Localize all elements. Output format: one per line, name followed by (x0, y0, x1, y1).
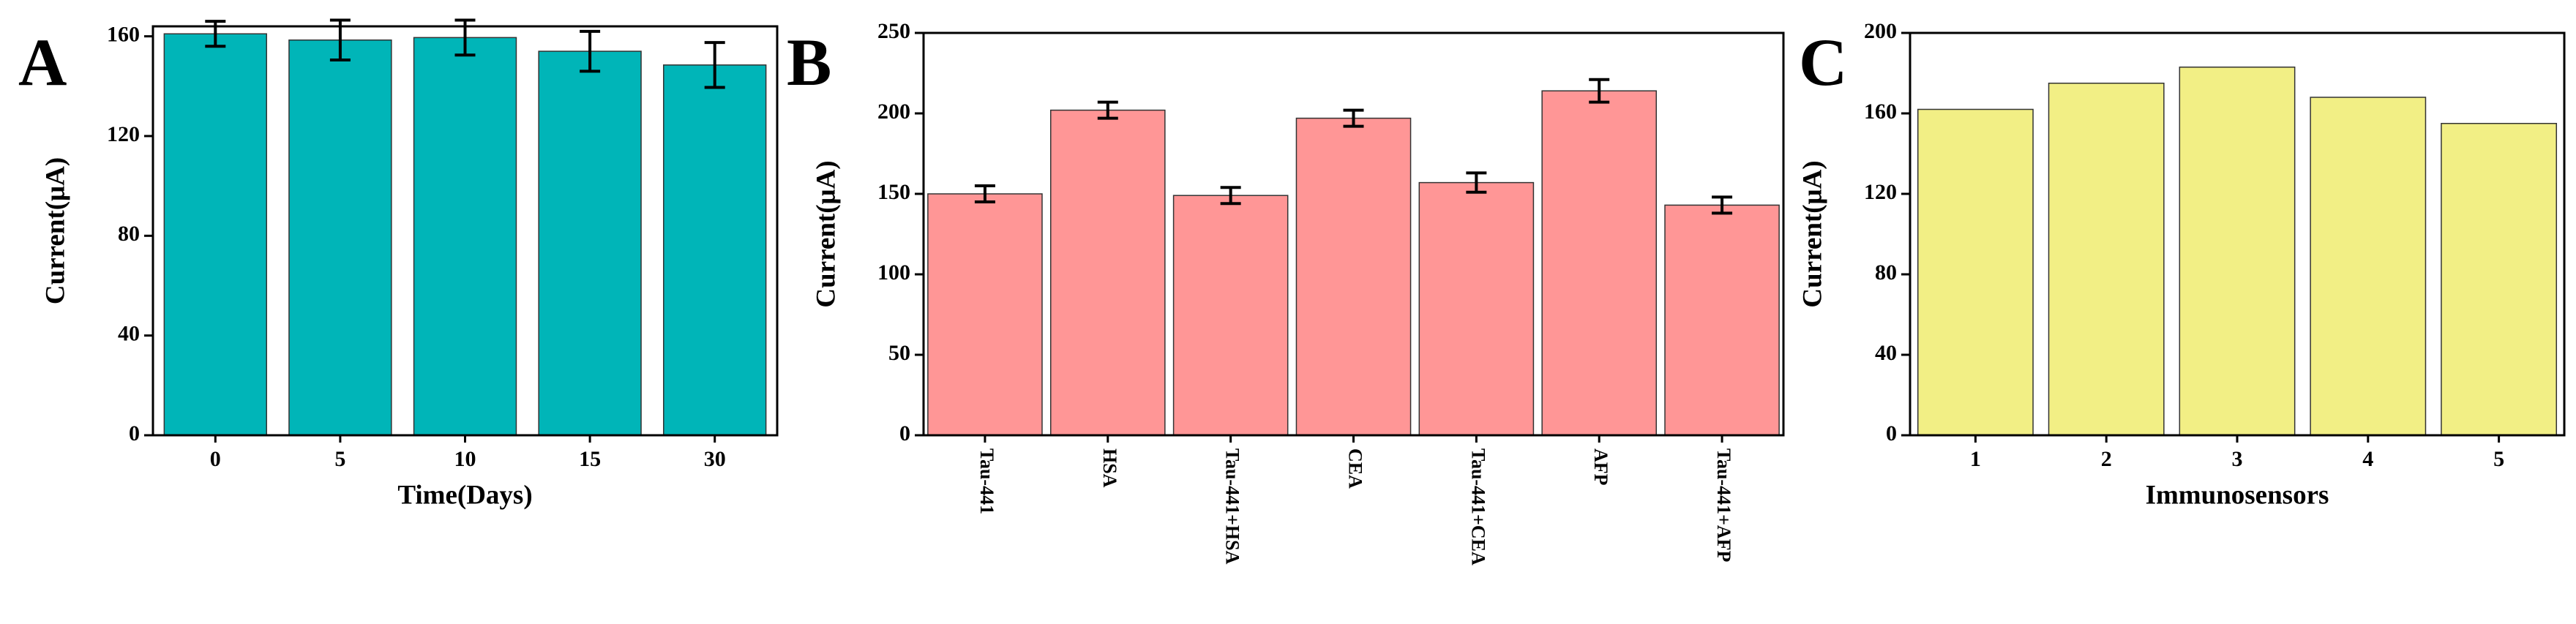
x-tick-label: 0 (210, 447, 221, 471)
bar (1049, 109, 1166, 436)
x-tick-label: 5 (2493, 447, 2504, 471)
y-tick-label: 80 (1875, 260, 1897, 285)
x-tick-label: Tau-441+HSA (1222, 448, 1243, 565)
error-bar (974, 184, 995, 203)
y-axis-title: Current(μA) (1797, 160, 1827, 307)
error-bar (580, 29, 601, 73)
plot-frame (1909, 31, 2566, 437)
x-axis-title: Time(Days) (397, 480, 532, 510)
x-tick-label: 4 (2362, 447, 2373, 471)
x-tick-label: AFP (1590, 448, 1611, 486)
bar (413, 37, 517, 436)
bar (163, 33, 267, 436)
bar (1172, 195, 1289, 436)
plot-frame (151, 25, 779, 437)
y-tick-label: 40 (118, 322, 140, 346)
y-tick-label: 120 (1864, 180, 1897, 204)
y-tick-label: 0 (1886, 421, 1897, 446)
bar (1418, 181, 1535, 436)
error-bar (1712, 195, 1733, 215)
error-bar (1220, 186, 1241, 206)
y-tick-label: 200 (877, 99, 910, 124)
y-axis-title: Current(μA) (811, 160, 841, 307)
x-tick-label: 30 (704, 447, 726, 471)
x-tick-label: 10 (454, 447, 476, 471)
y-tick-label: 100 (877, 260, 910, 285)
x-tick-label: 1 (1970, 447, 1981, 471)
y-tick-label: 0 (129, 421, 140, 446)
bar (927, 193, 1043, 436)
bar (288, 39, 392, 436)
x-tick-label: 5 (334, 447, 345, 471)
plot-frame (922, 31, 1785, 437)
x-tick-label: CEA (1345, 448, 1366, 489)
panel-label: C (1799, 25, 1847, 99)
panel-label: B (787, 25, 831, 99)
x-tick-label: 15 (579, 447, 601, 471)
y-tick-label: 0 (899, 421, 910, 446)
x-axis-title: Immunosensors (2146, 480, 2329, 510)
x-tick-label: 2 (2101, 447, 2112, 471)
x-tick-label: Tau-441+CEA (1467, 448, 1489, 565)
bar (2048, 83, 2165, 436)
bar (1664, 204, 1780, 436)
bar (2179, 67, 2296, 436)
y-tick-label: 50 (888, 341, 910, 365)
error-bar (1097, 100, 1118, 120)
y-tick-label: 160 (1864, 99, 1897, 124)
bar (538, 50, 642, 436)
bar (2441, 123, 2558, 436)
error-bar (704, 41, 725, 89)
x-tick-label: Tau-441+AFP (1713, 448, 1734, 563)
y-tick-label: 80 (118, 222, 140, 246)
y-tick-label: 120 (107, 122, 140, 146)
error-bar (1589, 78, 1610, 104)
y-tick-label: 40 (1875, 341, 1897, 365)
error-bar (1343, 108, 1364, 128)
y-tick-label: 200 (1864, 19, 1897, 43)
y-axis-title: Current(μA) (40, 157, 70, 304)
bar (1541, 90, 1658, 436)
y-tick-label: 150 (877, 180, 910, 204)
y-tick-label: 250 (877, 19, 910, 43)
bar (1917, 108, 2034, 436)
bar (1295, 117, 1412, 436)
error-bar (1466, 171, 1487, 194)
y-tick-label: 160 (107, 23, 140, 47)
panel-label: A (18, 25, 67, 99)
bar (663, 64, 767, 436)
x-tick-label: Tau-441 (976, 448, 997, 514)
x-tick-label: 3 (2232, 447, 2243, 471)
bar (2310, 97, 2427, 436)
x-tick-label: HSA (1099, 448, 1120, 488)
